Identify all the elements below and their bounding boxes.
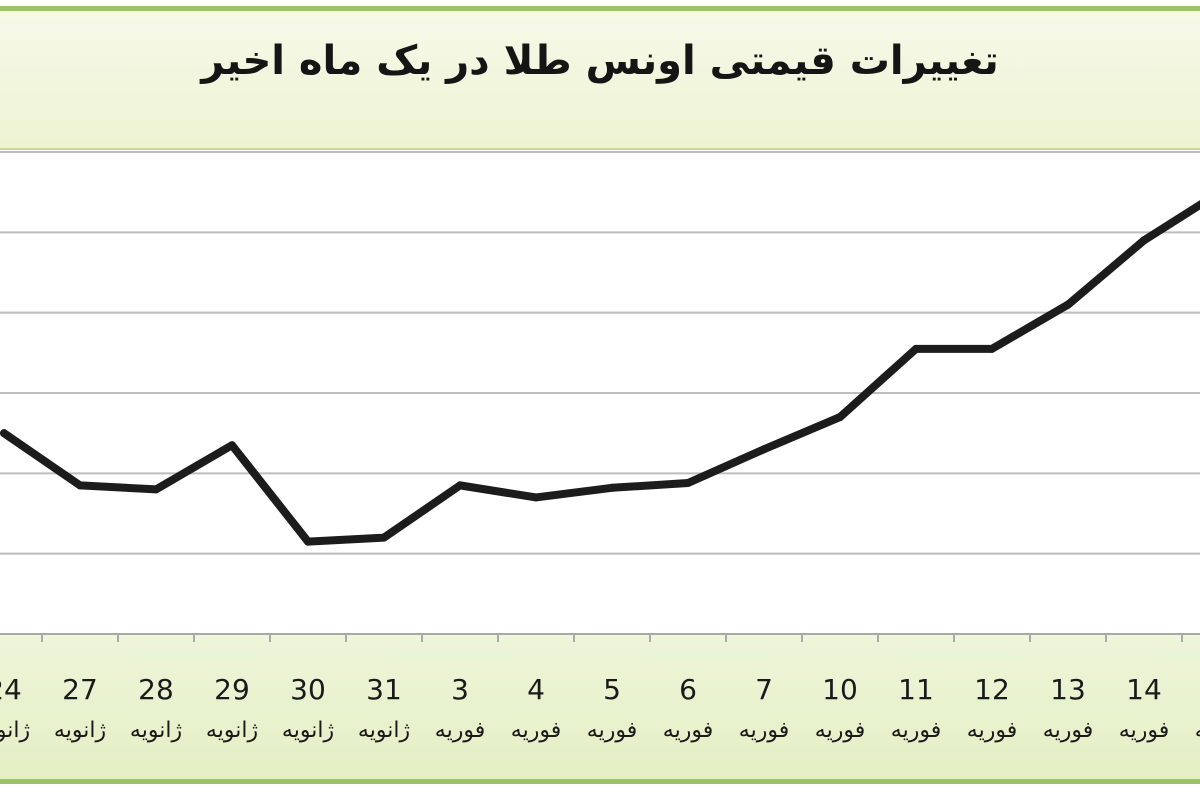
x-tick-label-month: فوریه xyxy=(663,718,713,743)
x-tick-label-month: ژانویه xyxy=(358,718,410,743)
x-tick-label-day: 14 xyxy=(1126,673,1162,706)
x-tick-label-month: فوریه xyxy=(739,718,789,743)
data-point xyxy=(0,429,8,438)
x-tick-label-month: فوریه xyxy=(435,718,485,743)
x-tick-label-day: 31 xyxy=(366,673,402,706)
x-tick-label-day: 29 xyxy=(214,673,250,706)
x-tick-label-month: ژانویه xyxy=(54,718,106,743)
data-point xyxy=(836,413,844,422)
data-point xyxy=(532,493,540,502)
x-tick-label-month: فوریه xyxy=(1043,718,1093,743)
x-tick-label-month: فوریه xyxy=(1119,718,1169,743)
x-tick-label-day: 28 xyxy=(138,673,174,706)
x-tick-label-day: 27 xyxy=(62,673,98,706)
x-tick-label-month: فوریه xyxy=(815,718,865,743)
x-tick-label-month: فوریه xyxy=(587,718,637,743)
data-point xyxy=(760,445,768,454)
x-tick-label-month: فوریه xyxy=(1195,718,1200,743)
data-point xyxy=(608,483,616,492)
x-tick-label-month: ژانویه xyxy=(282,718,334,743)
x-tick-label-day: 13 xyxy=(1050,673,1086,706)
x-tick-label-day: 5 xyxy=(603,673,621,706)
data-point xyxy=(988,344,996,353)
title-band xyxy=(0,6,1200,150)
x-tick-label-month: ژانویه xyxy=(206,718,258,743)
data-point xyxy=(456,481,464,490)
data-point xyxy=(1140,236,1148,245)
x-tick-label-day: 7 xyxy=(755,673,773,706)
x-tick-label-month: ژانویه xyxy=(130,718,182,743)
data-point xyxy=(76,481,84,490)
x-tick-label-month: ژانویه xyxy=(0,718,30,743)
x-tick-label-day: 12 xyxy=(974,673,1010,706)
data-point xyxy=(912,344,920,353)
x-axis-band xyxy=(0,634,1200,784)
x-tick-label-day: 10 xyxy=(822,673,858,706)
data-point xyxy=(152,485,160,494)
x-tick-label-month: فوریه xyxy=(891,718,941,743)
chart-title: تغییرات قیمتی اونس طلا در یک ماه اخیر xyxy=(201,38,999,84)
data-point xyxy=(684,478,692,487)
data-point xyxy=(380,533,388,542)
series-line xyxy=(0,200,1200,546)
data-point xyxy=(228,441,236,450)
x-tick-label-day: 30 xyxy=(290,673,326,706)
x-tick-label-month: فوریه xyxy=(967,718,1017,743)
x-tick-label-month: فوریه xyxy=(511,718,561,743)
data-point xyxy=(1064,300,1072,309)
x-tick-label-day: 4 xyxy=(527,673,545,706)
data-point xyxy=(304,537,312,546)
x-tick-label-day: 6 xyxy=(679,673,697,706)
x-tick-label-day: 11 xyxy=(898,673,934,706)
x-tick-label-day: 24 xyxy=(0,673,22,706)
x-tick-label-day: 3 xyxy=(451,673,469,706)
